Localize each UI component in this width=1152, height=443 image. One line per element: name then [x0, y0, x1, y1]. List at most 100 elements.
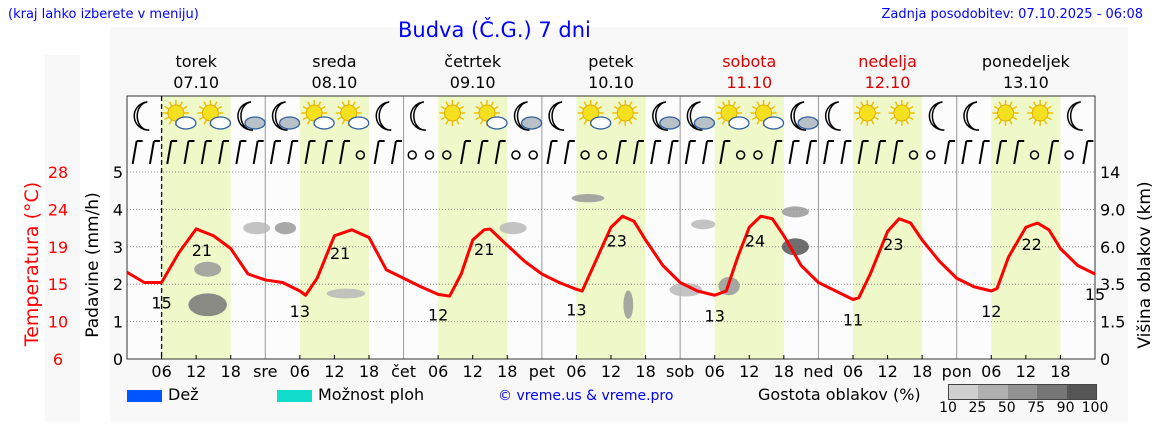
- sun-ray: [164, 116, 170, 121]
- min-temp-label: 12: [428, 305, 448, 324]
- barb-shaft: [719, 140, 726, 165]
- sun-cloud-icon: [716, 100, 750, 130]
- moon-icon: [133, 101, 150, 131]
- wind-barb-icon: [944, 140, 956, 165]
- barb-shaft: [252, 140, 259, 165]
- barb-shaft: [892, 140, 899, 165]
- temp-tick: 28: [48, 163, 68, 182]
- cloud-shape: [520, 116, 543, 130]
- density-scale: [948, 384, 1097, 400]
- wind-barb-icon: [460, 140, 472, 165]
- moon-cloud-icon: [271, 101, 301, 131]
- wind-barb-icon: [269, 140, 281, 165]
- min-temp-label: 13: [290, 302, 310, 321]
- day-name: petek: [588, 52, 634, 71]
- sun-cloud-icon: [162, 100, 197, 130]
- temp-tick: 10: [48, 313, 68, 332]
- barb-shaft: [667, 140, 674, 165]
- day-date: 09.10: [449, 73, 496, 92]
- moon-icon: [928, 101, 945, 131]
- sun-ray: [618, 101, 622, 107]
- cloud-shape: [175, 116, 197, 130]
- calm-wind-icon: [355, 150, 366, 160]
- wind-barb-icon: [857, 140, 869, 165]
- barb-shaft: [995, 140, 1002, 165]
- wind-barb-icon: [805, 140, 817, 165]
- rain-tick: 0: [113, 350, 123, 369]
- sun-ray: [352, 101, 356, 107]
- cloud-height-tick: 3.5: [1100, 275, 1125, 294]
- sun-ray: [732, 101, 737, 107]
- sun-ray: [168, 101, 173, 107]
- sun-ray: [1012, 105, 1018, 110]
- sun-ray: [993, 116, 1000, 121]
- rain-tick: 4: [113, 200, 123, 219]
- hour-tick: 06: [705, 362, 725, 381]
- daylight-band: [438, 96, 508, 359]
- sun-ray: [1043, 119, 1048, 125]
- barb-shaft: [200, 140, 207, 165]
- sun-cloud-icon: [577, 100, 612, 130]
- sun-cloud-icon: [197, 100, 232, 130]
- barb-shaft: [339, 140, 346, 165]
- wind-barb-icon: [373, 140, 385, 165]
- moon-shape: [237, 101, 254, 131]
- wind-barb-icon: [874, 140, 886, 165]
- sun-ray: [479, 119, 484, 125]
- barb-shaft: [546, 140, 553, 165]
- rain-tick: 2: [113, 275, 123, 294]
- sun-ray: [337, 105, 343, 110]
- sun-ray: [302, 105, 308, 110]
- daylight-band: [299, 96, 369, 359]
- location-hint: (kraj lahko izberete v meniju): [8, 7, 199, 22]
- sun-ray: [583, 119, 588, 125]
- sun-ray: [455, 101, 460, 107]
- sun-icon: [888, 100, 915, 126]
- copyright-link[interactable]: © vreme.us & vreme.pro: [498, 388, 674, 404]
- sun-cloud-icon: [750, 100, 785, 130]
- sun-ray: [479, 101, 484, 107]
- wind-barb-icon: [218, 140, 230, 165]
- sun-ray: [873, 105, 879, 110]
- barb-shaft: [148, 140, 155, 165]
- calm-wind-icon: [926, 150, 936, 160]
- last-updated: Zadnja posodobitev: 07.10.2025 - 06:08: [881, 7, 1143, 22]
- sun-ray: [721, 119, 726, 125]
- sun-cloud-icon: [301, 100, 335, 130]
- wind-barb-icon: [494, 140, 506, 165]
- moon-cloud-icon: [237, 101, 266, 131]
- sun-ray: [756, 101, 761, 107]
- sun-ray: [579, 116, 585, 121]
- temperature-line: [126, 214, 1096, 301]
- barb-shaft: [460, 140, 467, 165]
- hour-tick: 18: [774, 362, 794, 381]
- cloud-patch: [194, 261, 222, 277]
- moon-icon: [548, 101, 565, 131]
- wind-barb-icon: [788, 140, 800, 165]
- sun-ray: [1012, 116, 1018, 121]
- hour-tick: 18: [359, 362, 379, 381]
- calm-wind-icon: [528, 150, 538, 160]
- sun-ray: [756, 119, 761, 125]
- sun-disc: [893, 104, 911, 122]
- moon-shape: [1066, 101, 1083, 131]
- sun-ray: [320, 105, 326, 110]
- moon-shape: [410, 101, 426, 131]
- barb-shaft: [494, 140, 501, 165]
- barb-shaft: [321, 140, 328, 165]
- hour-tick: 18: [635, 362, 655, 381]
- barb-shaft: [650, 140, 657, 165]
- wind-barb-icon: [200, 140, 212, 165]
- sun-ray: [735, 105, 741, 110]
- wind-barb-icon: [390, 140, 402, 165]
- hour-tick: 06: [843, 362, 863, 381]
- temp-tick: 15: [48, 275, 68, 294]
- cloud-patch: [499, 221, 527, 235]
- moon-cloud-icon: [686, 101, 716, 131]
- hour-tick: 18: [221, 362, 241, 381]
- cloud-patch: [691, 219, 716, 230]
- sun-ray: [1028, 105, 1034, 110]
- sun-ray: [855, 116, 861, 121]
- day-date: 13.10: [1002, 73, 1049, 92]
- day-short-label: pet: [529, 362, 555, 381]
